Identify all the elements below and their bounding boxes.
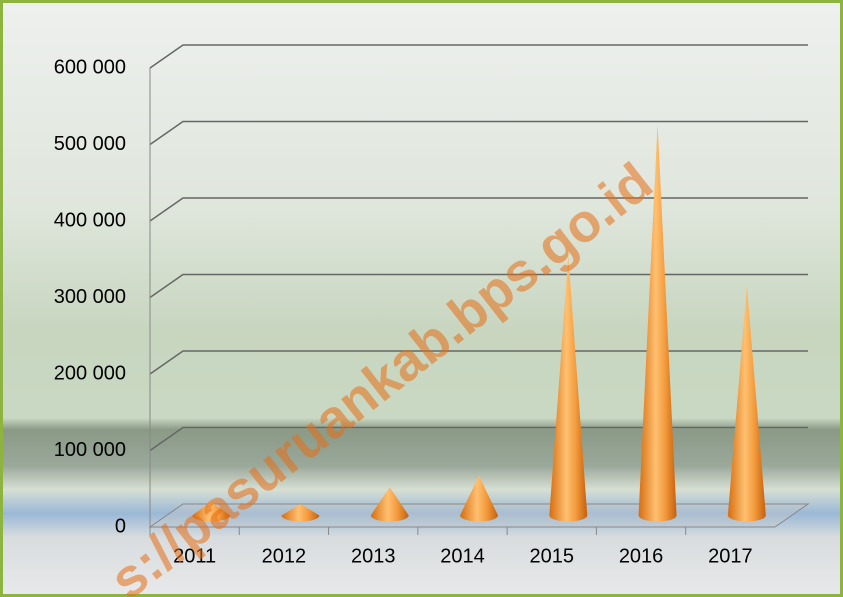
y-tick-label: 400 000 (54, 209, 126, 231)
x-tick-label: 2017 (708, 545, 753, 567)
x-tick-label: 2014 (440, 545, 485, 567)
x-tick-label: 2015 (530, 545, 575, 567)
y-tick-label: 600 000 (54, 56, 126, 78)
x-tick-label: 2012 (262, 545, 307, 567)
y-tick-label: 100 000 (54, 439, 126, 461)
y-tick-label: 500 000 (54, 133, 126, 155)
chart: 0 100 000 200 000 300 000 400 000 500 000 600 … (0, 0, 843, 597)
y-tick-label: 200 000 (54, 362, 126, 384)
y-tick-label: 300 000 (54, 286, 126, 308)
x-tick-label: 2013 (351, 545, 396, 567)
x-tick-label: 2016 (619, 545, 664, 567)
y-tick-label: 0 (115, 515, 126, 537)
